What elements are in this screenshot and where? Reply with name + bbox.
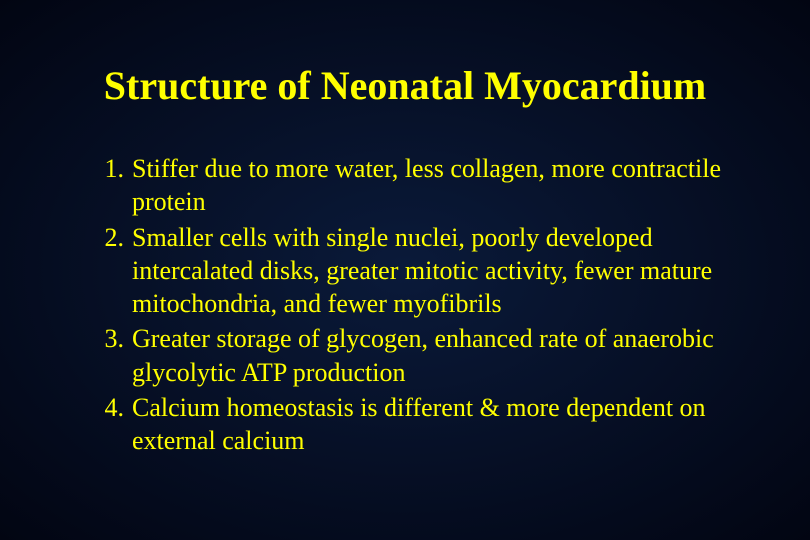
- slide-title: Structure of Neonatal Myocardium: [80, 64, 730, 108]
- slide: Structure of Neonatal Myocardium Stiffer…: [0, 0, 810, 540]
- list-item: Smaller cells with single nuclei, poorly…: [80, 221, 730, 321]
- list-item: Calcium homeostasis is different & more …: [80, 391, 730, 458]
- points-list: Stiffer due to more water, less collagen…: [80, 152, 730, 459]
- list-item: Stiffer due to more water, less collagen…: [80, 152, 730, 219]
- list-item: Greater storage of glycogen, enhanced ra…: [80, 322, 730, 389]
